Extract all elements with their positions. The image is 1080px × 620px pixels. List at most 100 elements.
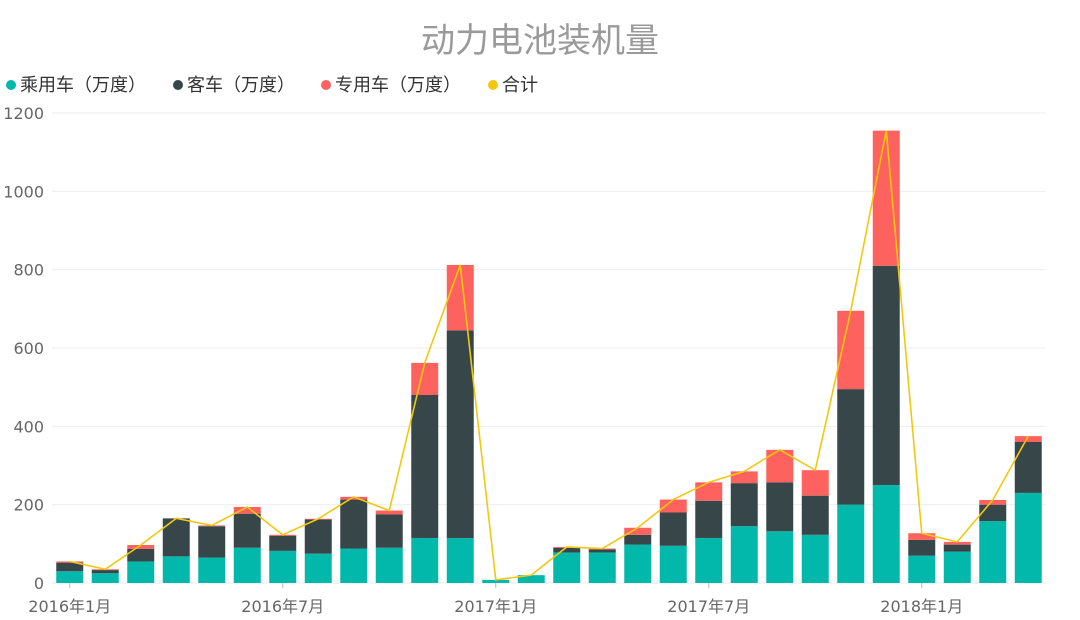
legend-swatch-total [488, 80, 498, 90]
bar-segment-passenger[interactable] [269, 550, 297, 583]
bar-segment-passenger[interactable] [411, 537, 439, 583]
bar-segment-bus[interactable] [1014, 442, 1042, 493]
bar-segment-bus[interactable] [411, 395, 439, 538]
bar-segment-passenger[interactable] [908, 555, 936, 583]
bar-segment-passenger[interactable] [695, 537, 723, 583]
bar-segment-bus[interactable] [340, 499, 368, 549]
legend-item-passenger[interactable]: 乘用车（万度） [6, 75, 146, 96]
bar-segment-special[interactable] [411, 362, 439, 395]
bar-segment-bus[interactable] [162, 518, 190, 557]
total-line [69, 130, 1029, 581]
x-tick-label: 2017年1月 [454, 597, 537, 616]
bar-segment-passenger[interactable] [837, 504, 865, 583]
y-tick-label: 600 [13, 339, 44, 358]
bar-segment-bus[interactable] [91, 570, 119, 574]
bar-segment-special[interactable] [872, 130, 900, 266]
chart-title: 动力电池装机量 [421, 21, 659, 61]
bar-segment-passenger[interactable] [375, 547, 403, 583]
x-tick-label: 2017年7月 [667, 597, 750, 616]
bar-segment-passenger[interactable] [588, 552, 616, 583]
bar-segment-passenger[interactable] [730, 526, 758, 583]
bar-segment-special[interactable] [730, 471, 758, 484]
bar-segment-special[interactable] [908, 533, 936, 540]
legend-label-passenger: 乘用车（万度） [20, 75, 146, 96]
bar-segment-bus[interactable] [730, 483, 758, 527]
legend-label-special: 专用车（万度） [335, 75, 461, 96]
bar-segment-bus[interactable] [872, 265, 900, 486]
legend-swatch-bus [173, 80, 183, 90]
bar-segment-passenger[interactable] [127, 561, 155, 583]
bar-segment-special[interactable] [624, 527, 652, 535]
bar-segment-bus[interactable] [553, 547, 581, 553]
y-tick-label: 1000 [3, 182, 44, 201]
bars [56, 130, 1042, 584]
bar-segment-passenger[interactable] [766, 531, 794, 583]
bar-segment-passenger[interactable] [1014, 492, 1042, 583]
bar-segment-bus[interactable] [127, 548, 155, 562]
x-tick-label: 2016年1月 [28, 597, 111, 616]
bar-segment-bus[interactable] [943, 544, 971, 552]
legend-item-bus[interactable]: 客车（万度） [173, 75, 295, 96]
bar-segment-special[interactable] [801, 470, 829, 496]
legend-swatch-special [321, 80, 331, 90]
y-axis: 0 200 400 600 800 1000 1200 [3, 104, 44, 593]
y-tick-label: 1200 [3, 104, 44, 123]
gridlines [52, 112, 1046, 584]
bar-segment-passenger[interactable] [482, 579, 510, 583]
bar-segment-bus[interactable] [588, 549, 616, 553]
bar-segment-special[interactable] [659, 499, 687, 513]
bar-segment-bus[interactable] [766, 482, 794, 532]
bar-segment-special[interactable] [1014, 436, 1042, 443]
bar-segment-passenger[interactable] [517, 575, 545, 583]
x-axis: 2016年1月 2016年7月 2017年1月 2017年7月 2018年1月 [28, 583, 963, 616]
bar-segment-special[interactable] [446, 264, 474, 331]
x-tick-label: 2018年1月 [880, 597, 963, 616]
bar-segment-bus[interactable] [837, 389, 865, 505]
bar-segment-passenger[interactable] [233, 547, 261, 583]
bar-segment-bus[interactable] [908, 539, 936, 556]
bar-segment-special[interactable] [375, 510, 403, 515]
bar-segment-passenger[interactable] [91, 573, 119, 583]
bar-segment-passenger[interactable] [56, 571, 84, 583]
bar-segment-passenger[interactable] [340, 548, 368, 583]
bar-segment-passenger[interactable] [624, 544, 652, 583]
legend-swatch-passenger [6, 80, 16, 90]
bar-segment-special[interactable] [340, 496, 368, 500]
bar-segment-passenger[interactable] [162, 556, 190, 583]
y-tick-label: 400 [13, 417, 44, 436]
legend-item-total[interactable]: 合计 [488, 75, 538, 96]
bar-segment-bus[interactable] [659, 512, 687, 546]
bar-segment-passenger[interactable] [198, 557, 226, 583]
bar-segment-special[interactable] [233, 507, 261, 514]
bar-segment-special[interactable] [695, 482, 723, 501]
bar-segment-bus[interactable] [695, 500, 723, 538]
total-series-line[interactable] [69, 130, 1029, 581]
bar-segment-special[interactable] [979, 499, 1007, 505]
bar-segment-bus[interactable] [233, 513, 261, 548]
x-tick-label: 2016年7月 [241, 597, 324, 616]
bar-segment-bus[interactable] [304, 519, 332, 554]
legend-item-special[interactable]: 专用车（万度） [321, 75, 461, 96]
bar-segment-passenger[interactable] [943, 551, 971, 583]
bar-segment-passenger[interactable] [304, 553, 332, 584]
y-tick-label: 0 [34, 574, 44, 593]
bar-segment-bus[interactable] [56, 562, 84, 572]
bar-segment-passenger[interactable] [801, 534, 829, 583]
y-tick-label: 800 [13, 261, 44, 280]
bar-segment-passenger[interactable] [872, 485, 900, 583]
bar-segment-special[interactable] [943, 541, 971, 545]
bar-segment-passenger[interactable] [446, 537, 474, 583]
legend-label-bus: 客车（万度） [187, 75, 295, 96]
bar-segment-special[interactable] [127, 545, 155, 549]
bar-segment-bus[interactable] [375, 514, 403, 548]
bar-segment-bus[interactable] [269, 536, 297, 551]
bar-segment-bus[interactable] [198, 526, 226, 558]
bar-segment-passenger[interactable] [979, 521, 1007, 583]
bar-segment-bus[interactable] [979, 504, 1007, 522]
bar-segment-bus[interactable] [801, 495, 829, 535]
bar-segment-passenger[interactable] [553, 552, 581, 583]
bar-segment-passenger[interactable] [659, 545, 687, 583]
bar-segment-bus[interactable] [624, 534, 652, 545]
bar-segment-bus[interactable] [446, 330, 474, 538]
